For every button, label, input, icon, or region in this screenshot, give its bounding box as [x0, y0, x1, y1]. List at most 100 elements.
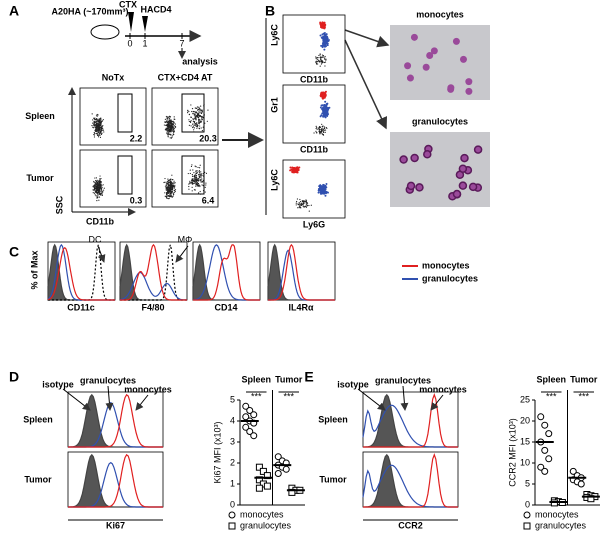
event-dot — [171, 186, 173, 188]
plot-frame — [282, 159, 346, 219]
micrograph — [390, 132, 490, 207]
event-dot — [97, 128, 99, 130]
event-dot — [200, 181, 202, 183]
event-dot — [170, 189, 172, 192]
event-dot — [198, 172, 201, 174]
micrograph — [390, 25, 490, 100]
histogram — [363, 453, 458, 508]
event-dot — [303, 206, 305, 208]
event-dot — [167, 179, 169, 182]
event-dot — [200, 173, 202, 175]
event-dot — [321, 33, 324, 36]
event-dot — [166, 187, 168, 190]
arrow — [97, 245, 106, 263]
event-dot — [174, 125, 177, 128]
event-dot — [321, 54, 324, 56]
event-dot — [199, 125, 201, 127]
event-dot — [205, 172, 208, 174]
event-dot — [296, 166, 299, 169]
event-dot — [93, 122, 95, 124]
event-dot — [316, 58, 318, 60]
event-dot — [167, 133, 169, 136]
event-dot — [96, 184, 98, 186]
event-dot — [193, 124, 196, 126]
event-dot — [201, 116, 203, 118]
event-dot — [195, 125, 197, 127]
event-dot — [189, 183, 191, 185]
event-dot — [204, 186, 206, 188]
label: CD14 — [214, 302, 237, 312]
event-dot — [205, 182, 207, 184]
event-dot — [202, 181, 204, 183]
event-dot — [198, 111, 200, 113]
event-dot — [320, 61, 323, 63]
event-dot — [323, 21, 326, 24]
event-dot — [191, 174, 193, 176]
histogram — [120, 243, 187, 301]
event-dot — [324, 131, 326, 134]
event-dot — [170, 183, 172, 185]
event-dot — [98, 185, 100, 187]
event-dot — [195, 175, 197, 177]
cell — [399, 155, 408, 164]
data-point — [246, 407, 254, 414]
event-dot — [167, 186, 169, 189]
arrow — [344, 39, 388, 130]
event-dot — [97, 193, 99, 195]
label: IL4Rα — [288, 302, 314, 312]
event-dot — [325, 112, 328, 115]
event-dot — [95, 129, 98, 132]
event-dot — [195, 115, 197, 118]
cell — [465, 87, 473, 95]
label: granulocytes — [412, 116, 468, 126]
event-dot — [163, 124, 166, 126]
event-dot — [194, 165, 196, 167]
event-dot — [301, 200, 304, 203]
event-dot — [199, 110, 201, 112]
event-dot — [102, 119, 104, 121]
event-dot — [302, 203, 304, 206]
event-dot — [197, 174, 200, 176]
event-dot — [98, 124, 100, 126]
event-dot — [165, 186, 167, 189]
event-dot — [101, 193, 103, 195]
label: isotype — [337, 379, 369, 389]
event-dot — [93, 184, 95, 187]
event-dot — [323, 129, 325, 131]
cell — [426, 51, 434, 59]
label: Ly6C — [269, 169, 279, 191]
event-dot — [101, 194, 103, 196]
event-dot — [320, 128, 323, 130]
label: monocytes — [124, 384, 172, 394]
event-dot — [173, 116, 175, 118]
significance: *** — [546, 391, 557, 401]
event-dot — [324, 57, 326, 59]
gate — [181, 155, 205, 195]
event-dot — [327, 38, 330, 41]
event-dot — [98, 134, 100, 136]
event-dot — [103, 131, 105, 133]
label: 2.2 — [130, 133, 143, 143]
event-dot — [205, 184, 207, 186]
event-dot — [200, 116, 202, 118]
data-point — [569, 467, 577, 475]
event-dot — [193, 129, 195, 131]
event-dot — [93, 188, 95, 190]
event-dot — [324, 45, 327, 48]
event-dot — [194, 122, 196, 124]
event-dot — [173, 180, 175, 182]
event-dot — [93, 133, 95, 136]
event-dot — [316, 128, 318, 130]
event-dot — [295, 202, 297, 204]
event-dot — [195, 172, 197, 175]
event-dot — [91, 113, 93, 115]
event-dot — [96, 200, 98, 202]
event-dot — [323, 42, 326, 45]
event-dot — [171, 135, 173, 137]
event-dot — [102, 127, 104, 130]
event-dot — [192, 110, 194, 113]
event-dot — [323, 127, 326, 129]
event-dot — [190, 116, 192, 118]
label: DC — [89, 234, 102, 244]
event-dot — [191, 175, 194, 178]
